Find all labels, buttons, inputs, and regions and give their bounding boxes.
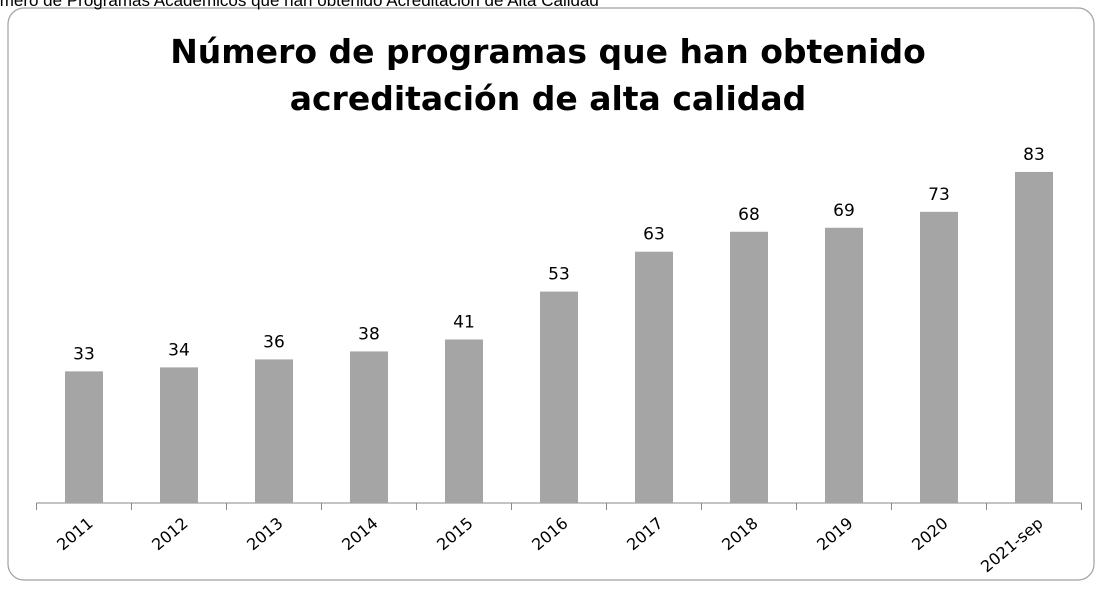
data-label: 33	[73, 344, 95, 364]
bar	[255, 359, 293, 503]
bar	[635, 251, 673, 503]
data-label: 83	[1023, 145, 1045, 165]
data-label: 41	[453, 312, 475, 332]
data-label: 69	[833, 201, 855, 221]
bar	[160, 367, 198, 503]
bar	[445, 339, 483, 503]
data-label: 53	[548, 265, 570, 285]
data-label: 34	[168, 340, 190, 360]
bar	[920, 211, 958, 504]
data-label: 68	[738, 205, 760, 225]
bar	[65, 371, 103, 503]
bar	[825, 227, 863, 503]
data-label: 36	[263, 332, 285, 352]
caption: Número de Programas Académicos que han o…	[0, 0, 599, 10]
bar	[730, 231, 768, 503]
data-label: 73	[928, 185, 950, 205]
bar	[1015, 171, 1053, 503]
data-label: 38	[358, 324, 380, 344]
data-label: 63	[643, 225, 665, 245]
chart-title: Número de programas que han obtenido acr…	[170, 32, 926, 118]
bar	[540, 291, 578, 503]
bar	[350, 351, 388, 503]
